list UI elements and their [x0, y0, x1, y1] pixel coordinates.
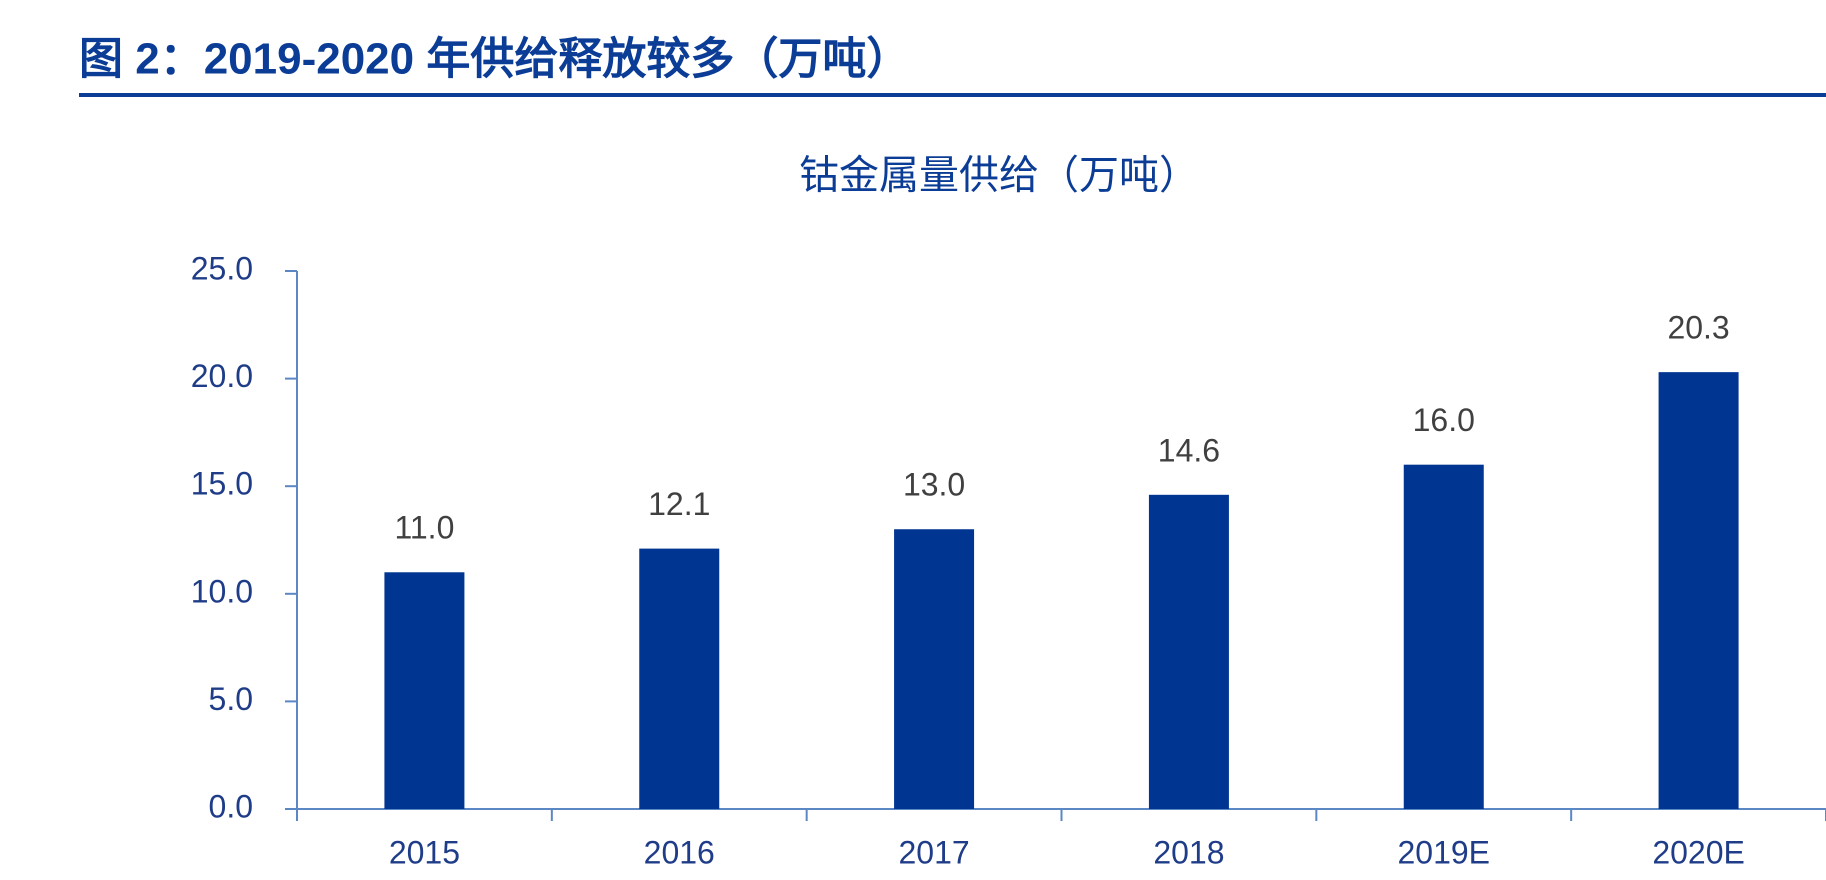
x-tick-label: 2018 [1153, 834, 1224, 870]
value-label: 13.0 [903, 467, 965, 503]
x-tick-label: 2019E [1397, 834, 1490, 870]
value-label: 16.0 [1413, 402, 1475, 438]
x-tick-label: 2016 [644, 834, 715, 870]
value-label: 11.0 [394, 510, 454, 546]
x-tick-label: 2015 [389, 834, 460, 870]
chart-title: 钴金属量供给（万吨） [799, 154, 1199, 198]
bar [1658, 372, 1739, 809]
value-label: 12.1 [648, 486, 710, 522]
y-tick-label: 15.0 [191, 466, 253, 502]
y-tick-label: 10.0 [191, 573, 253, 609]
y-tick-label: 20.0 [191, 358, 253, 394]
bar [1148, 494, 1229, 809]
header-rule [79, 93, 1826, 97]
bar [1403, 464, 1484, 809]
bar [639, 548, 720, 809]
value-label: 14.6 [1158, 432, 1220, 468]
value-label: 20.3 [1667, 310, 1729, 346]
y-tick-label: 5.0 [209, 681, 253, 717]
y-tick-label: 25.0 [191, 250, 253, 286]
figure-title: 图 2：2019-2020 年供给释放较多（万吨） [79, 35, 910, 84]
y-tick-label: 0.0 [209, 788, 253, 824]
x-tick-label: 2020E [1652, 834, 1745, 870]
x-tick-label: 2017 [898, 834, 969, 870]
bar [894, 529, 975, 809]
bar [384, 572, 465, 809]
